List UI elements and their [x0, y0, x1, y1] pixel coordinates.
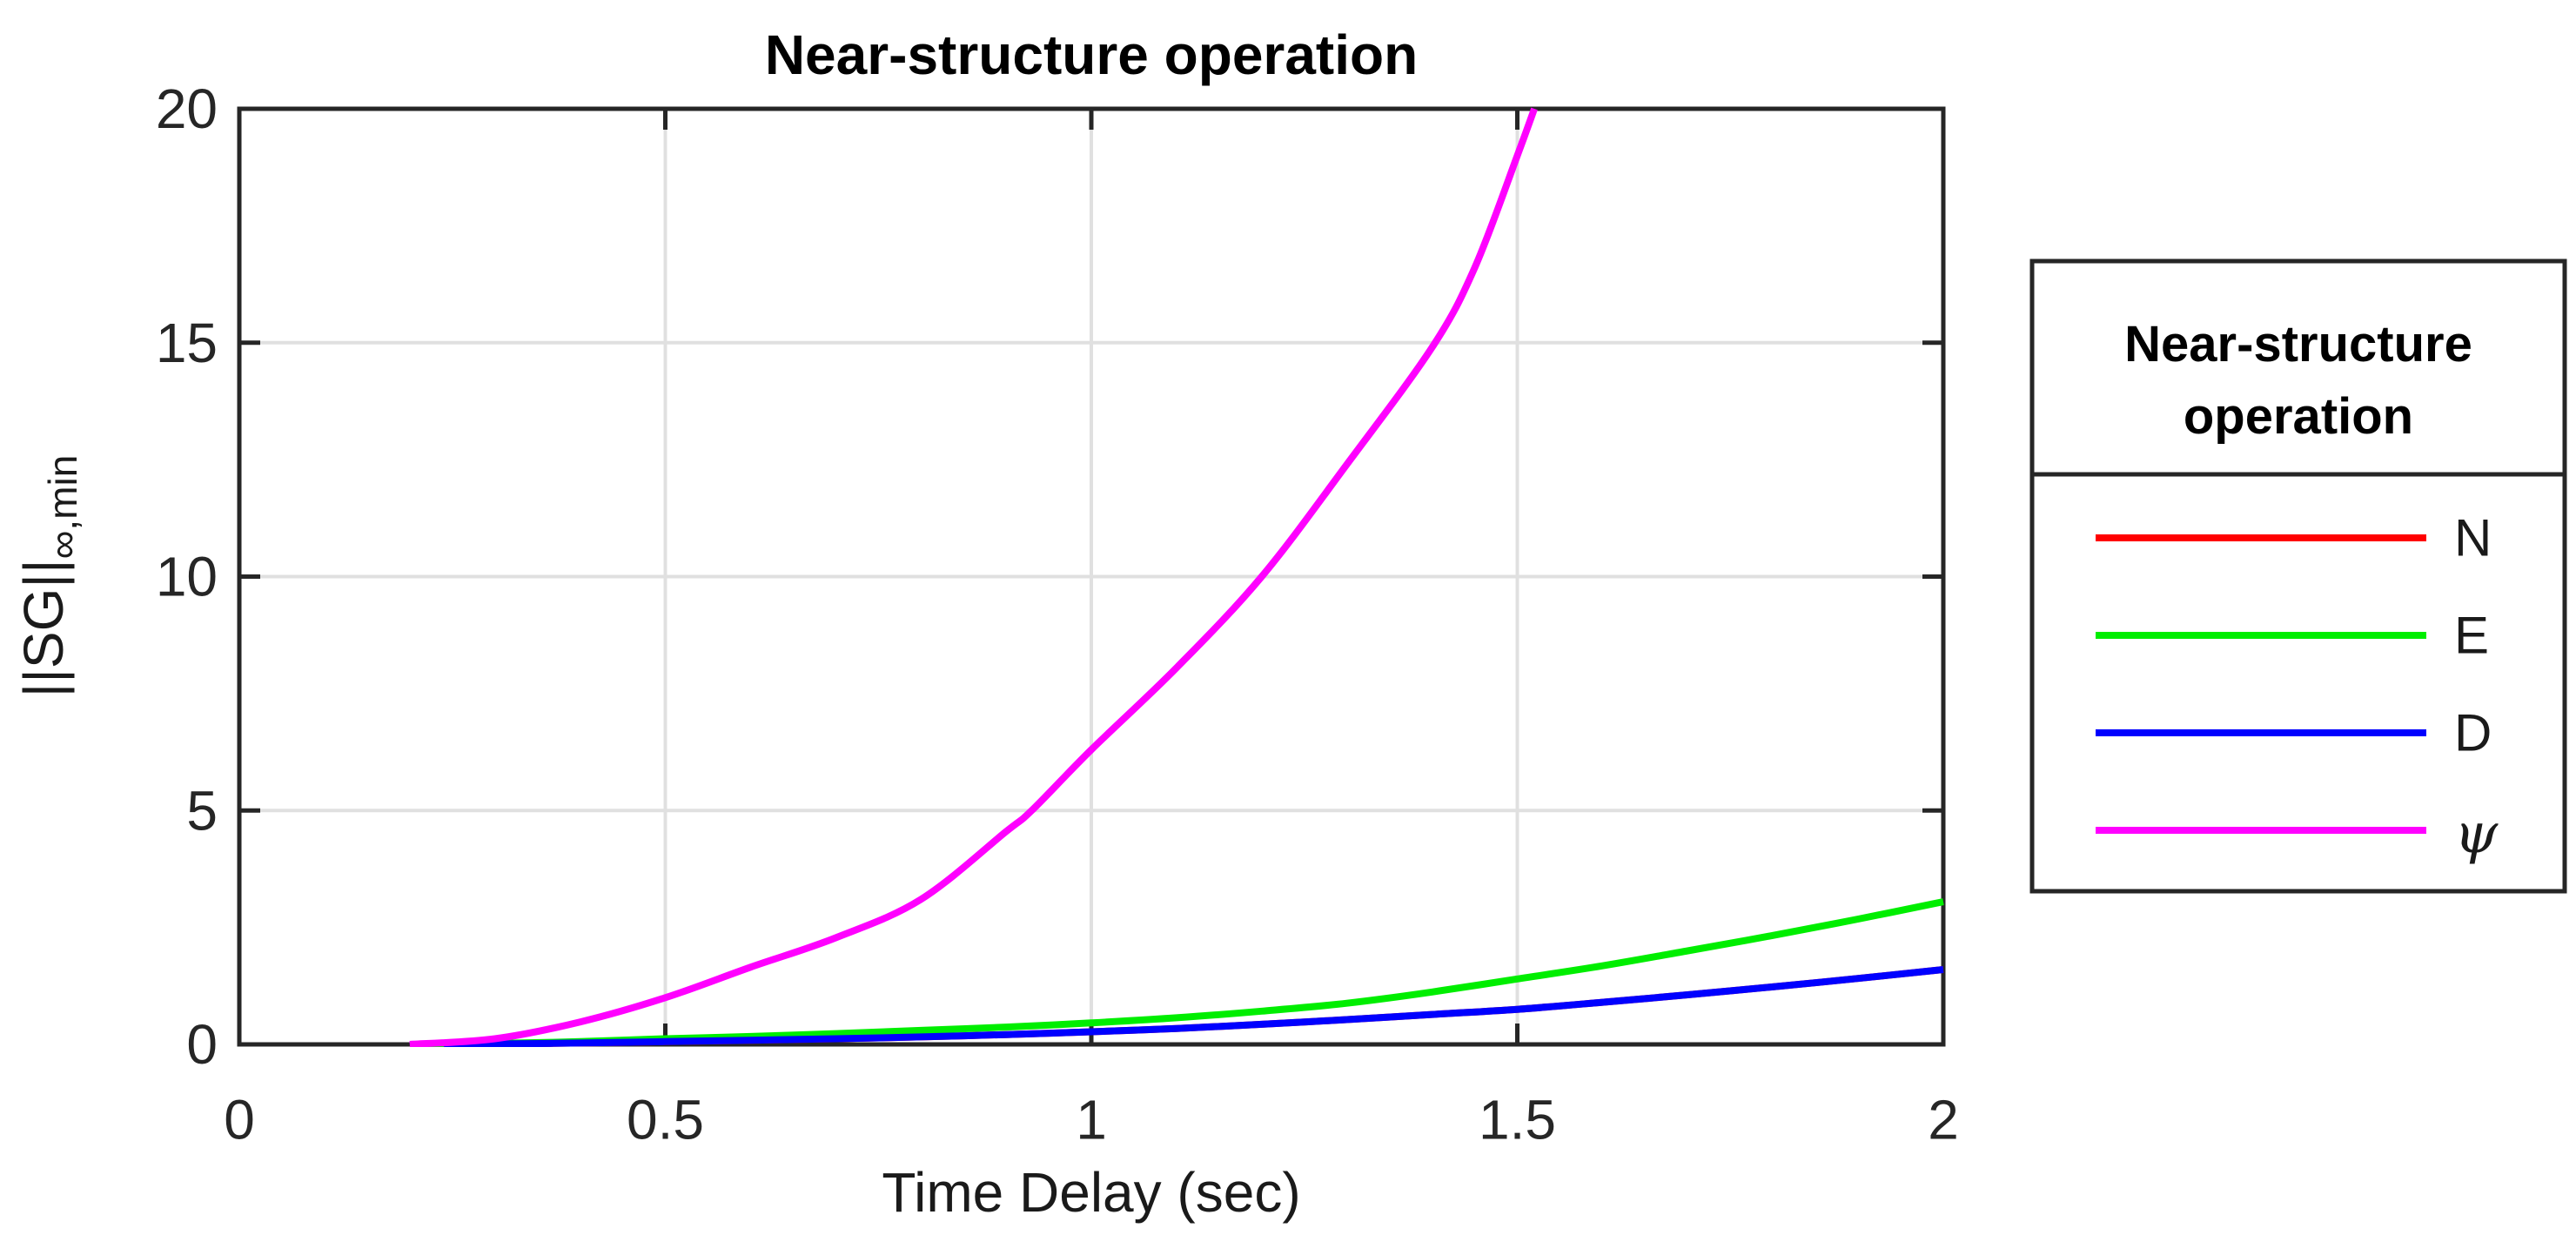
x-tick-label: 1	[1076, 1088, 1107, 1151]
legend-label-psi: ψ	[2454, 802, 2499, 866]
y-tick-label: 5	[186, 779, 218, 842]
legend-entry-E: E	[2096, 607, 2489, 665]
axis-ticks	[239, 109, 1943, 1044]
x-tick-label: 2	[1928, 1088, 1959, 1151]
y-tick-label: 0	[186, 1013, 218, 1076]
x-axis-label: Time Delay (sec)	[882, 1161, 1300, 1224]
curve-D	[443, 966, 1944, 1047]
legend-entry-psi: ψ	[2096, 802, 2499, 866]
y-axis-label-subscript: ∞,min	[40, 455, 85, 560]
legend-box	[2029, 258, 2567, 894]
curves-group	[409, 107, 1944, 1047]
y-tick-label: 15	[156, 312, 218, 374]
x-tick-label: 0	[224, 1088, 255, 1151]
legend-title-line1: Near-structure	[2124, 316, 2472, 373]
x-tick-label: 1.5	[1479, 1088, 1556, 1151]
legend-entry-D: D	[2096, 704, 2492, 762]
chart-title: Near-structure operation	[765, 23, 1418, 86]
plot-border	[237, 106, 1946, 1047]
y-axis-label: ||SG||∞,min	[12, 455, 85, 698]
y-axis-label-main: ||SG||	[12, 559, 75, 697]
x-tick-labels: 0 0.5 1 1.5 2	[224, 1088, 1959, 1151]
legend: Near-structure operation N E D ψ	[2029, 258, 2567, 894]
legend-title-line2: operation	[2184, 388, 2413, 445]
x-tick-label: 0.5	[627, 1088, 704, 1151]
curve-psi	[409, 107, 1538, 1047]
gridlines	[242, 111, 1941, 1042]
y-tick-label: 20	[156, 77, 218, 140]
legend-label-D: D	[2454, 704, 2492, 762]
y-tick-label: 10	[156, 546, 218, 608]
y-tick-labels: 0 5 10 15 20	[156, 77, 218, 1076]
legend-entry-N: N	[2096, 509, 2492, 567]
legend-label-N: N	[2454, 509, 2492, 567]
legend-label-E: E	[2454, 607, 2489, 665]
